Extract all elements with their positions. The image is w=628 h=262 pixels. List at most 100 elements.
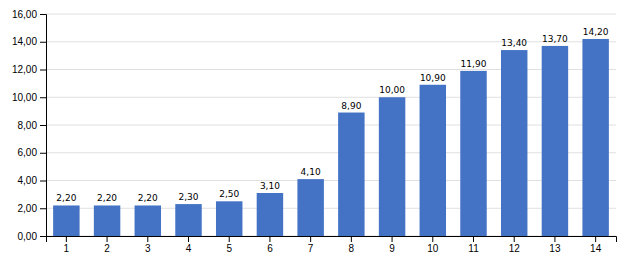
x-axis-line [47,237,617,243]
y-tick-mark [40,42,46,43]
y-axis: 0,00 2,00 4,00 6,00 8,00 10,00 12,00 14,00 16,00 [12,9,47,242]
x-tick: 9 [389,236,395,254]
data-label: 13,40 [501,38,527,48]
x-tick-label: 8 [349,243,355,254]
x-tick-mark [392,236,393,242]
data-label: 14,20 [583,27,609,37]
data-label: 2,20 [138,193,158,203]
bar [420,85,446,236]
x-tick: 2 [104,236,110,254]
data-label: 10,00 [379,85,405,95]
y-tick-label: 16,00 [12,9,37,20]
plot: 0,00 2,00 4,00 6,00 8,00 10,00 12,00 14,00 16,00… [12,9,617,254]
x-tick-mark [229,236,230,242]
x-tick-mark [66,236,67,242]
y-tick: 10,00 [12,92,46,103]
x-tick-label: 3 [145,243,151,254]
x-tick: 4 [186,236,192,254]
x-tick: 7 [308,236,314,254]
y-tick: 12,00 [12,64,46,75]
grid-line [46,180,616,181]
bar [135,205,161,236]
x-tick-mark [310,236,311,242]
y-tick: 8,00 [18,120,46,131]
y-tick-label: 14,00 [12,36,37,47]
x-tick: 6 [267,236,273,254]
y-tick-mark [40,236,46,237]
data-label: 3,10 [260,181,280,191]
x-tick: 3 [145,236,151,254]
bar [94,205,120,236]
data-label: 8,90 [341,101,361,111]
data-label: 2,20 [56,193,76,203]
x-tick-mark [351,236,352,242]
x-tick-label: 10 [427,243,439,254]
bar [582,39,608,236]
x-tick-mark [514,236,515,242]
x-tick-mark [432,236,433,242]
x-tick-mark [269,236,270,242]
x-tick: 5 [226,236,232,254]
y-tick-mark [40,208,46,209]
data-label: 13,70 [542,34,568,44]
x-tick-label: 1 [64,243,70,254]
bar [297,179,323,236]
y-tick-label: 0,00 [18,231,38,242]
x-tick-label: 5 [226,243,232,254]
y-tick-mark [40,14,46,15]
x-tick-mark [107,236,108,242]
x-tick-mark [595,236,596,242]
x-tick-label: 11 [468,243,479,254]
bar [542,46,568,236]
y-tick-mark [40,125,46,126]
x-tick: 10 [427,236,439,254]
chart: 0,00 2,00 4,00 6,00 8,00 10,00 12,00 14,00 16,00… [0,0,628,262]
y-tick: 16,00 [12,9,46,20]
grid-line [46,97,616,98]
grid-line [46,125,616,126]
y-axis-line [40,15,47,237]
y-tick-label: 6,00 [18,147,38,158]
bar [175,204,201,236]
y-tick-label: 2,00 [18,203,38,214]
y-tick-label: 4,00 [18,175,38,186]
grid-line [46,152,616,153]
x-tick-label: 12 [509,243,521,254]
grid [46,14,616,236]
x-tick-label: 7 [308,243,314,254]
grid-line [46,69,616,70]
x-tick-label: 9 [389,243,395,254]
x-tick-label: 6 [267,243,273,254]
x-tick-label: 14 [590,243,602,254]
x-tick: 8 [349,236,355,254]
bars [53,39,609,236]
x-tick: 1 [64,236,70,254]
y-tick: 14,00 [12,36,46,47]
y-tick-mark [40,181,46,182]
bar [257,193,283,236]
data-labels: 2,202,202,202,302,503,104,108,9010,0010,… [56,27,608,204]
x-tick: 12 [509,236,521,254]
data-label: 2,20 [97,193,117,203]
bar [460,71,486,236]
x-axis: 1234567891011121314 [47,236,617,254]
data-label: 10,90 [420,73,446,83]
x-tick: 14 [590,236,602,254]
data-label: 11,90 [461,59,487,69]
x-tick-label: 13 [549,243,561,254]
y-tick: 0,00 [18,231,46,242]
bar [379,97,405,236]
bar [338,113,364,236]
data-label: 2,30 [178,192,198,202]
x-tick: 11 [468,236,479,254]
data-label: 2,50 [219,189,239,199]
y-tick-label: 10,00 [12,92,37,103]
y-tick-mark [40,153,46,154]
x-tick-label: 2 [104,243,110,254]
y-tick: 2,00 [18,203,46,214]
x-tick-mark [147,236,148,242]
y-tick-label: 12,00 [12,64,37,75]
x-tick: 13 [549,236,561,254]
x-tick-mark [554,236,555,242]
x-tick-label: 4 [186,243,192,254]
